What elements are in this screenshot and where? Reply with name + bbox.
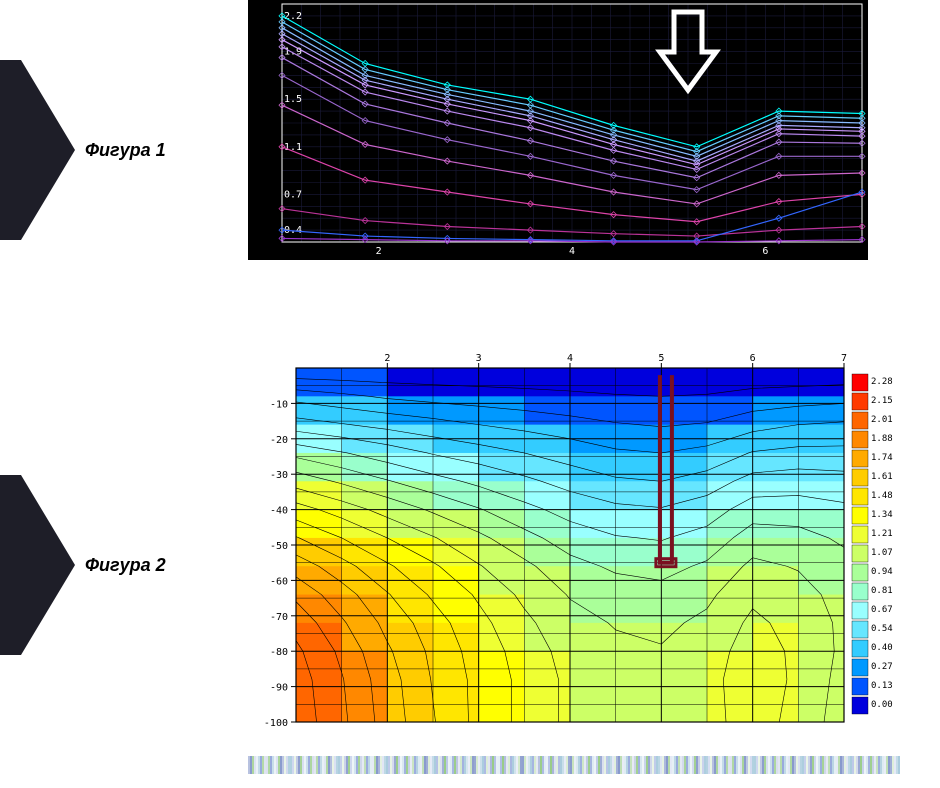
svg-text:0.13: 0.13 <box>871 681 893 691</box>
figure2-label: Фигура 2 <box>85 555 166 576</box>
svg-text:1.74: 1.74 <box>871 453 893 463</box>
svg-text:5: 5 <box>658 353 664 364</box>
svg-text:6: 6 <box>762 246 768 257</box>
svg-text:0.40: 0.40 <box>871 643 893 653</box>
figure1-line-chart: 0.40.71.11.51.92.2246 <box>248 0 868 260</box>
svg-text:6: 6 <box>750 353 756 364</box>
figure1-chevron <box>0 60 75 240</box>
figure2-chevron <box>0 475 75 655</box>
svg-text:2.28: 2.28 <box>871 377 893 387</box>
svg-text:0.27: 0.27 <box>871 662 893 672</box>
svg-text:1.34: 1.34 <box>871 510 893 520</box>
svg-text:7: 7 <box>841 353 847 364</box>
svg-text:4: 4 <box>569 246 575 257</box>
svg-text:-80: -80 <box>270 647 288 658</box>
svg-text:-70: -70 <box>270 612 288 623</box>
svg-text:-100: -100 <box>264 718 288 729</box>
noise-strip <box>248 756 900 774</box>
svg-text:0.7: 0.7 <box>284 189 302 200</box>
svg-text:-40: -40 <box>270 506 288 517</box>
svg-text:0.00: 0.00 <box>871 700 893 710</box>
svg-text:-10: -10 <box>270 399 288 410</box>
svg-text:2.2: 2.2 <box>284 11 302 22</box>
figure1-label: Фигура 1 <box>85 140 166 161</box>
svg-text:1.21: 1.21 <box>871 529 893 539</box>
svg-text:2.01: 2.01 <box>871 415 893 425</box>
svg-text:-60: -60 <box>270 576 288 587</box>
figure2-contour-chart: 2 3 4 5 6 7 -10 -20 -30 -40 -50 -60 -70 -80 -90 -100 2.2… <box>248 350 900 730</box>
svg-text:-50: -50 <box>270 541 288 552</box>
svg-text:3: 3 <box>476 353 482 364</box>
svg-text:2: 2 <box>384 353 390 364</box>
svg-text:0.81: 0.81 <box>871 586 893 596</box>
svg-text:-30: -30 <box>270 470 288 481</box>
svg-text:1.07: 1.07 <box>871 548 893 558</box>
svg-text:1.88: 1.88 <box>871 434 893 444</box>
svg-text:2.15: 2.15 <box>871 396 893 406</box>
svg-text:0.54: 0.54 <box>871 624 893 634</box>
svg-text:1.48: 1.48 <box>871 491 893 501</box>
svg-text:2: 2 <box>376 246 382 257</box>
svg-text:1.5: 1.5 <box>284 94 302 105</box>
svg-text:1.61: 1.61 <box>871 472 893 482</box>
svg-text:4: 4 <box>567 353 573 364</box>
svg-text:0.67: 0.67 <box>871 605 893 615</box>
svg-text:-20: -20 <box>270 435 288 446</box>
svg-text:-90: -90 <box>270 683 288 694</box>
svg-text:0.94: 0.94 <box>871 567 893 577</box>
